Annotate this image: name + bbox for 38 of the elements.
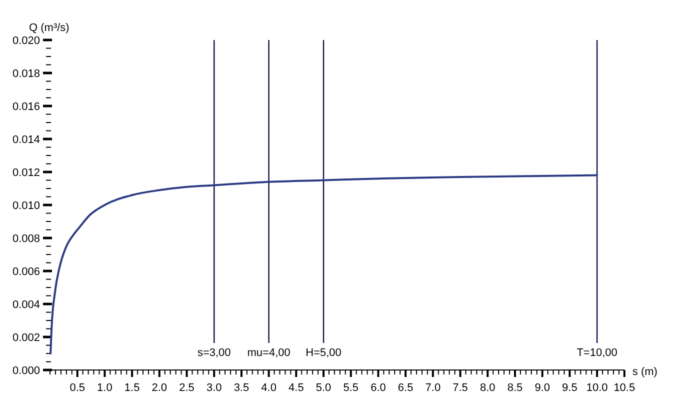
x-tick-label: 4.0 — [261, 382, 276, 394]
x-tick-label: 7.5 — [452, 382, 468, 394]
x-tick-label: 1.5 — [124, 382, 140, 394]
x-tick-label: 1.0 — [97, 382, 112, 394]
y-tick-label: 0.000 — [12, 364, 40, 377]
y-tick-label: 0.012 — [12, 166, 40, 179]
x-tick-label: 6.0 — [370, 382, 386, 394]
x-tick-label: 4.5 — [288, 382, 304, 394]
x-tick-label: 2.0 — [152, 382, 168, 394]
y-tick-label: 0.020 — [12, 34, 40, 47]
ref-line-label: mu=4,00 — [247, 346, 290, 359]
x-tick-label: 2.5 — [179, 382, 194, 394]
x-axis-title: s (m) — [632, 366, 658, 378]
x-tick-label: 8.5 — [507, 382, 523, 394]
y-tick-label: 0.006 — [12, 266, 40, 278]
y-tick-label: 0.010 — [12, 200, 40, 212]
x-tick-label: 3.5 — [234, 382, 250, 394]
y-axis-title: Q (m³/s) — [29, 22, 70, 34]
y-tick-label: 0.018 — [12, 68, 40, 80]
ref-line-label: s=3,00 — [197, 346, 231, 359]
y-tick-label: 0.004 — [12, 298, 40, 311]
x-tick-label: 3.0 — [206, 382, 222, 394]
x-tick-label: 8.0 — [480, 382, 496, 394]
x-tick-label: 5.0 — [316, 382, 332, 394]
y-tick-label: 0.002 — [12, 332, 40, 344]
x-tick-label: 9.5 — [562, 382, 578, 394]
y-tick-label: 0.016 — [12, 100, 40, 113]
x-tick-label: 6.5 — [398, 382, 414, 394]
x-tick-label: 9.0 — [534, 382, 550, 394]
y-tick-label: 0.014 — [12, 134, 40, 146]
x-tick-label: 7.0 — [425, 382, 441, 394]
y-tick-label: 0.008 — [12, 232, 40, 245]
x-tick-label: 10.0 — [586, 382, 608, 394]
x-tick-label: 10.5 — [614, 382, 636, 394]
x-tick-label: 5.5 — [343, 382, 359, 394]
ref-line-label: T=10,00 — [576, 346, 618, 359]
x-tick-label: 0.5 — [70, 382, 85, 394]
ref-line-label: H=5,00 — [306, 346, 342, 359]
